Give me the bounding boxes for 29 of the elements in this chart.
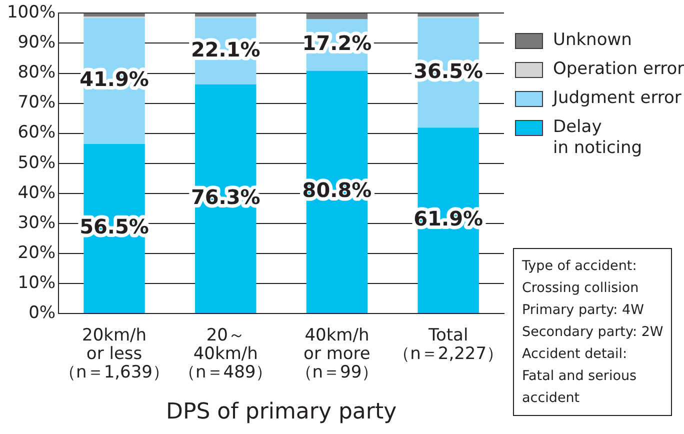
legend-label: Unknown bbox=[553, 30, 632, 51]
x-tick-label: 20～ 40km/h （n＝489） bbox=[178, 325, 273, 383]
bar bbox=[306, 13, 368, 20]
y-tick-label: 60% bbox=[18, 122, 56, 143]
data-label: 41.9% bbox=[80, 67, 149, 92]
y-tick-label: 0% bbox=[28, 302, 56, 323]
legend-label: Operation error bbox=[553, 59, 684, 80]
x-tick-label: Total （n＝2,227） bbox=[393, 325, 504, 364]
y-tick-label: 10% bbox=[18, 272, 56, 293]
y-tick-label: 80% bbox=[18, 62, 56, 83]
data-label: 17.2% bbox=[302, 31, 372, 56]
text: Type of accident: Crossing collision Primary party: 4W Secondary party: 2W Accident detail: Fatal and serious accident bbox=[513, 248, 672, 416]
bar bbox=[84, 13, 145, 17]
bar bbox=[418, 13, 479, 17]
bar bbox=[195, 13, 256, 17]
y-tick-label: 20% bbox=[18, 242, 56, 263]
legend-label: Judgment error bbox=[553, 88, 682, 109]
y-tick-label: 90% bbox=[18, 32, 56, 53]
y-tick-label: 30% bbox=[18, 212, 56, 233]
legend-label: Delay in noticing bbox=[553, 117, 642, 159]
y-tick-label: 50% bbox=[18, 152, 56, 173]
y-tick-label: 40% bbox=[18, 182, 56, 203]
x-axis-title: DPS of primary party bbox=[166, 400, 397, 425]
data-label: 22.1% bbox=[190, 37, 260, 62]
y-tick-label: 100% bbox=[6, 2, 56, 23]
y-tick-label: 70% bbox=[18, 92, 56, 113]
x-tick-label: 40km/h or more （n＝99） bbox=[295, 325, 379, 383]
data-label: 36.5% bbox=[414, 59, 484, 84]
x-tick-label: 20km/h or less （n＝1,639） bbox=[59, 325, 170, 383]
